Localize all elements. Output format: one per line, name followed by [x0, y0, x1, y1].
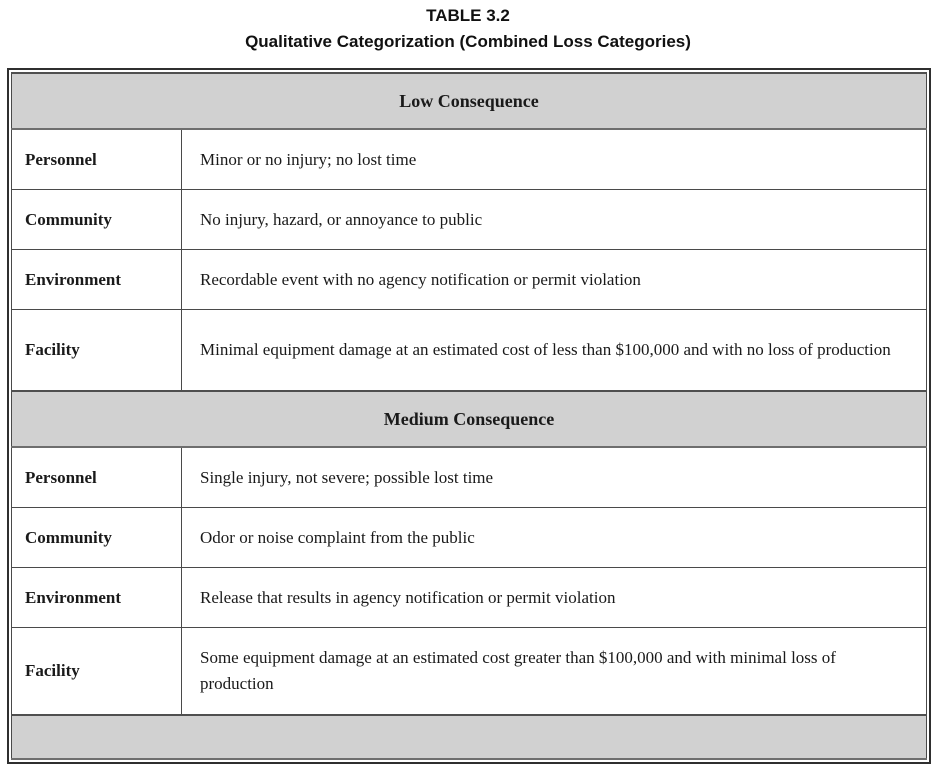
description-cell: Minor or no injury; no lost time — [181, 128, 927, 190]
table-row: Personnel Minor or no injury; no lost ti… — [11, 128, 927, 190]
table-row: Community Odor or noise complaint from t… — [11, 507, 927, 568]
description-cell: Odor or noise complaint from the public — [181, 507, 927, 568]
table-row: Community No injury, hazard, or annoyanc… — [11, 189, 927, 250]
category-cell: Personnel — [11, 128, 182, 190]
table-row: Environment Recordable event with no age… — [11, 249, 927, 310]
description-cell: Some equipment damage at an estimated co… — [181, 627, 927, 716]
table-caption: Qualitative Categorization (Combined Los… — [245, 32, 691, 51]
table-row: Facility Some equipment damage at an est… — [11, 627, 927, 716]
section-header-clipped-label — [11, 714, 927, 760]
section-header-row-medium: Medium Consequence — [11, 390, 927, 448]
section-header-medium-label: Medium Consequence — [11, 390, 927, 448]
section-header-row-low: Low Consequence — [11, 72, 927, 130]
table-number-title: TABLE 3.2 — [426, 6, 510, 25]
table-row: Personnel Single injury, not severe; pos… — [11, 446, 927, 508]
section-header-row-clipped — [11, 714, 927, 760]
consequence-table-frame: Low Consequence Personnel Minor or no in… — [7, 68, 931, 764]
description-cell: Minimal equipment damage at an estimated… — [181, 309, 927, 392]
consequence-table: Low Consequence Personnel Minor or no in… — [11, 72, 927, 760]
table-row: Facility Minimal equipment damage at an … — [11, 309, 927, 392]
description-cell: Release that results in agency notificat… — [181, 567, 927, 628]
category-cell: Environment — [11, 567, 182, 628]
category-cell: Personnel — [11, 446, 182, 508]
category-cell: Community — [11, 507, 182, 568]
category-cell: Facility — [11, 627, 182, 716]
section-header-low-label: Low Consequence — [11, 72, 927, 130]
description-cell: Single injury, not severe; possible lost… — [181, 446, 927, 508]
table-row: Environment Release that results in agen… — [11, 567, 927, 628]
category-cell: Community — [11, 189, 182, 250]
description-cell: No injury, hazard, or annoyance to publi… — [181, 189, 927, 250]
category-cell: Facility — [11, 309, 182, 392]
category-cell: Environment — [11, 249, 182, 310]
description-cell: Recordable event with no agency notifica… — [181, 249, 927, 310]
